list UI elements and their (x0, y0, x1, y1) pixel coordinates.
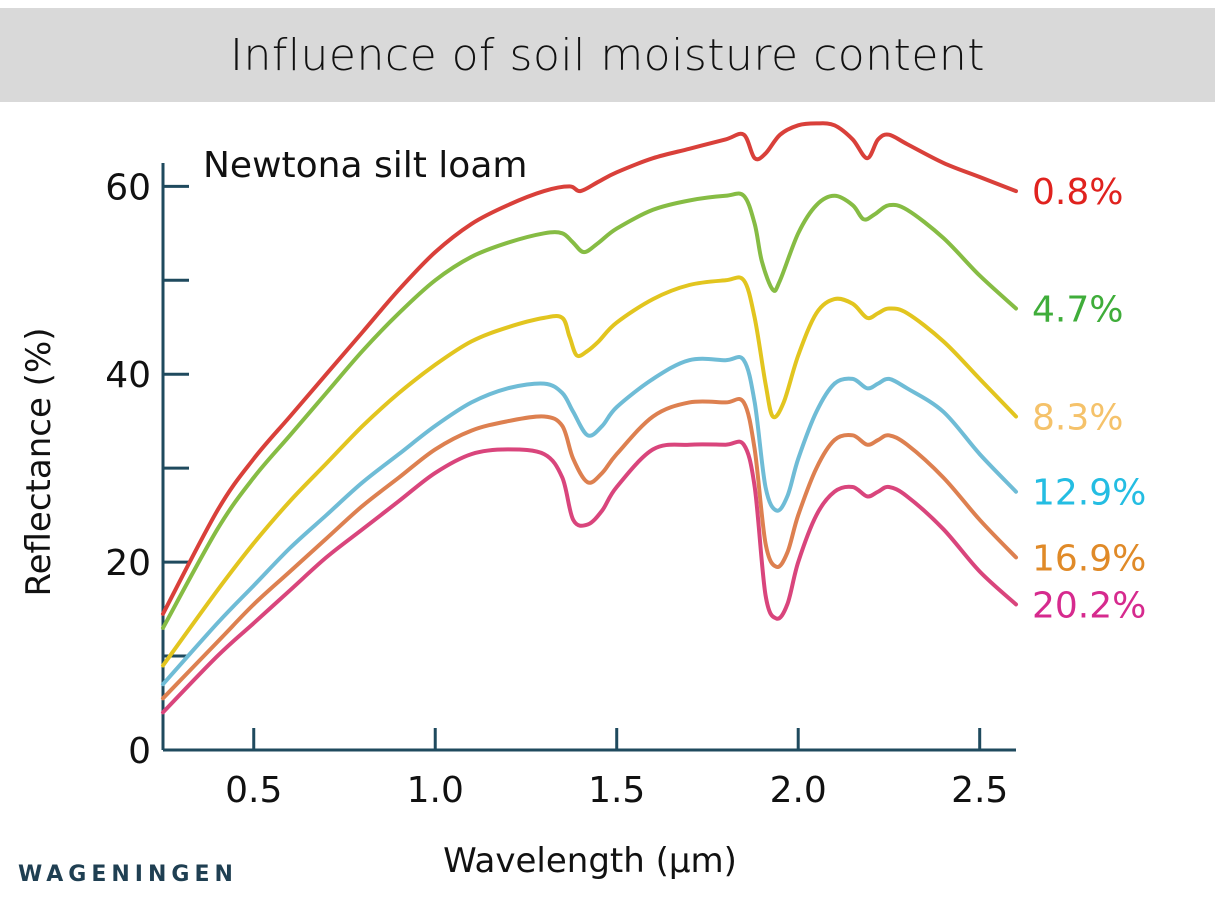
y-axis-title: Reflectance (%) (19, 327, 59, 596)
x-axis-title: Wavelength (µm) (443, 841, 737, 881)
series-line-12-9 (161, 355, 1018, 687)
series-line-20-2 (161, 439, 1018, 715)
chart-title: Influence of soil moisture content (229, 29, 986, 81)
y-tick-label: 40 (105, 355, 151, 396)
series-line-16-9 (161, 396, 1018, 701)
brand-logo: WAGENINGEN (18, 862, 238, 887)
x-tick-label: 0.5 (225, 770, 282, 811)
axes: 0 20 40 60 0.5 1.0 1.5 2.0 2.5 (105, 163, 1016, 811)
y-tick-label: 20 (105, 543, 151, 584)
series-line-0-8 (161, 121, 1018, 616)
series-line-4-7 (161, 191, 1018, 630)
series-label-20-2: 20.2% (1032, 585, 1146, 626)
series-label-0-8: 0.8% (1032, 172, 1123, 213)
x-tick-label: 1.0 (407, 770, 464, 811)
series-label-12-9: 12.9% (1032, 473, 1146, 514)
series-label-4-7: 4.7% (1032, 289, 1123, 330)
x-tick-label: 2.5 (951, 770, 1008, 811)
y-tick-label: 60 (105, 167, 151, 208)
y-tick-label: 0 (128, 731, 151, 772)
x-tick-label: 1.5 (588, 770, 645, 811)
chart-subtitle: Newtona silt loam (203, 145, 527, 186)
title-bar: Influence of soil moisture content (0, 8, 1215, 102)
series-label-8-3: 8.3% (1032, 398, 1123, 439)
series-lines (161, 121, 1018, 715)
x-tick-label: 2.0 (770, 770, 827, 811)
series-line-8-3 (161, 275, 1018, 668)
series-labels: 0.8% 4.7% 8.3% 12.9% 16.9% 20.2% (1032, 172, 1146, 626)
series-label-16-9: 16.9% (1032, 538, 1146, 579)
